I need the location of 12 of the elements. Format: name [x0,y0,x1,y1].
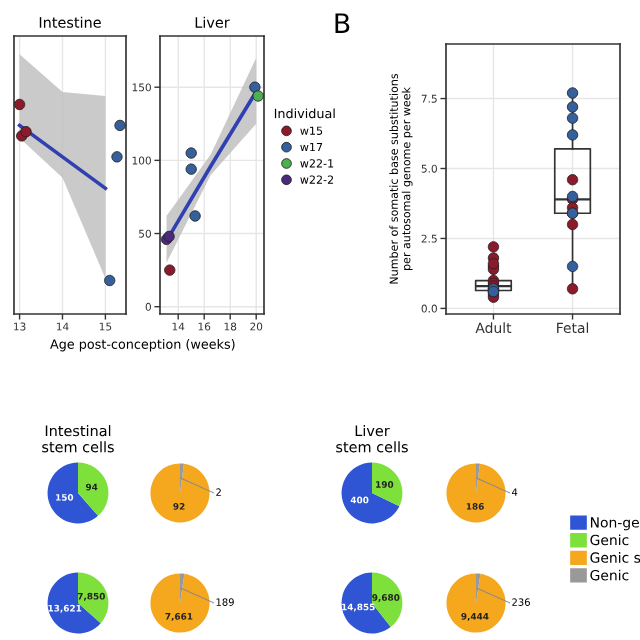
pie-slice [446,573,506,633]
pie-slice [372,572,403,627]
chart-title: B [335,13,350,33]
pie-slice [47,572,101,634]
pie-slice [78,462,109,516]
pie-slice [150,463,210,523]
pie-slice [341,462,400,524]
pie-slice [372,462,403,507]
pie-slice [78,572,109,624]
pie-slice [150,573,210,633]
pie-slice [47,462,99,524]
pie-slice [446,463,506,523]
